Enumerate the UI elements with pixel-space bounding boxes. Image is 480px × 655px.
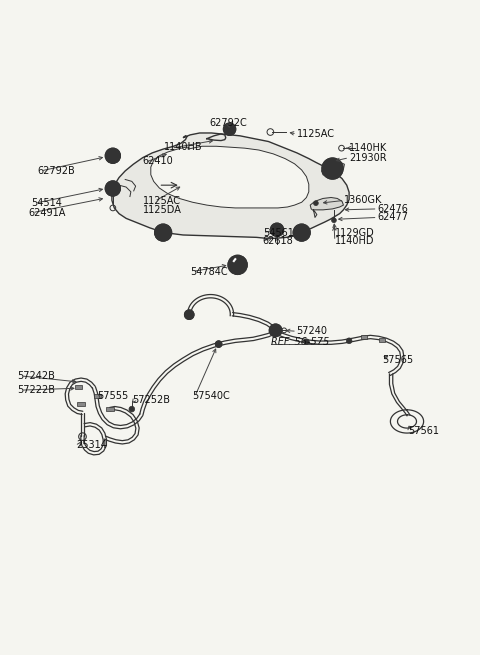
Circle shape	[110, 153, 115, 158]
Circle shape	[228, 127, 231, 131]
Circle shape	[105, 181, 120, 196]
FancyBboxPatch shape	[361, 335, 367, 339]
Circle shape	[322, 158, 343, 179]
Text: 57252B: 57252B	[132, 394, 170, 405]
Text: 1129GD: 1129GD	[335, 227, 374, 238]
Circle shape	[105, 148, 120, 163]
Circle shape	[228, 255, 247, 274]
Circle shape	[184, 310, 194, 320]
Text: 57555: 57555	[96, 391, 128, 401]
Circle shape	[155, 224, 172, 241]
FancyBboxPatch shape	[77, 402, 85, 406]
Text: 62477: 62477	[378, 212, 408, 223]
Circle shape	[293, 224, 310, 241]
Text: 57561: 57561	[408, 426, 439, 436]
Circle shape	[216, 341, 222, 347]
Text: 57540C: 57540C	[192, 391, 230, 402]
Text: 1140HD: 1140HD	[335, 236, 374, 246]
Circle shape	[129, 406, 135, 412]
Circle shape	[332, 218, 336, 223]
Text: 1125DA: 1125DA	[143, 205, 181, 215]
Circle shape	[233, 260, 242, 270]
Text: 62410: 62410	[143, 157, 173, 166]
Text: 57222B: 57222B	[17, 385, 55, 395]
Text: 62618: 62618	[263, 236, 294, 246]
Text: 62792B: 62792B	[37, 166, 75, 176]
Text: 54784C: 54784C	[190, 267, 228, 276]
Polygon shape	[112, 133, 349, 238]
Circle shape	[160, 230, 166, 235]
Text: 62476: 62476	[378, 204, 408, 214]
Text: 57240: 57240	[296, 326, 327, 336]
Polygon shape	[310, 198, 343, 217]
Text: 1140HB: 1140HB	[164, 142, 203, 152]
Circle shape	[299, 230, 304, 235]
Text: 21930R: 21930R	[349, 153, 387, 162]
Text: 57565: 57565	[383, 355, 413, 365]
Circle shape	[110, 186, 115, 191]
Circle shape	[346, 338, 352, 344]
Text: 62792C: 62792C	[209, 117, 247, 128]
Text: 25314: 25314	[76, 440, 107, 450]
Circle shape	[303, 339, 309, 345]
Circle shape	[269, 324, 282, 337]
FancyBboxPatch shape	[94, 394, 101, 398]
Polygon shape	[322, 162, 344, 177]
Polygon shape	[151, 146, 309, 208]
Text: 1125AC: 1125AC	[143, 196, 181, 206]
Text: 54561: 54561	[263, 227, 294, 238]
Text: 62491A: 62491A	[29, 208, 66, 217]
Text: 54514: 54514	[31, 198, 62, 208]
Text: 1125AC: 1125AC	[297, 129, 335, 139]
FancyBboxPatch shape	[75, 385, 83, 388]
Circle shape	[270, 223, 284, 236]
Circle shape	[313, 201, 318, 206]
Circle shape	[327, 163, 338, 174]
FancyBboxPatch shape	[380, 338, 385, 342]
Text: 1360GK: 1360GK	[344, 195, 383, 206]
Text: 57242B: 57242B	[17, 371, 55, 381]
Text: REF. 56-575: REF. 56-575	[271, 337, 329, 346]
Circle shape	[223, 123, 236, 136]
FancyBboxPatch shape	[106, 407, 114, 411]
Circle shape	[275, 228, 279, 232]
Text: 1140HK: 1140HK	[349, 143, 387, 153]
